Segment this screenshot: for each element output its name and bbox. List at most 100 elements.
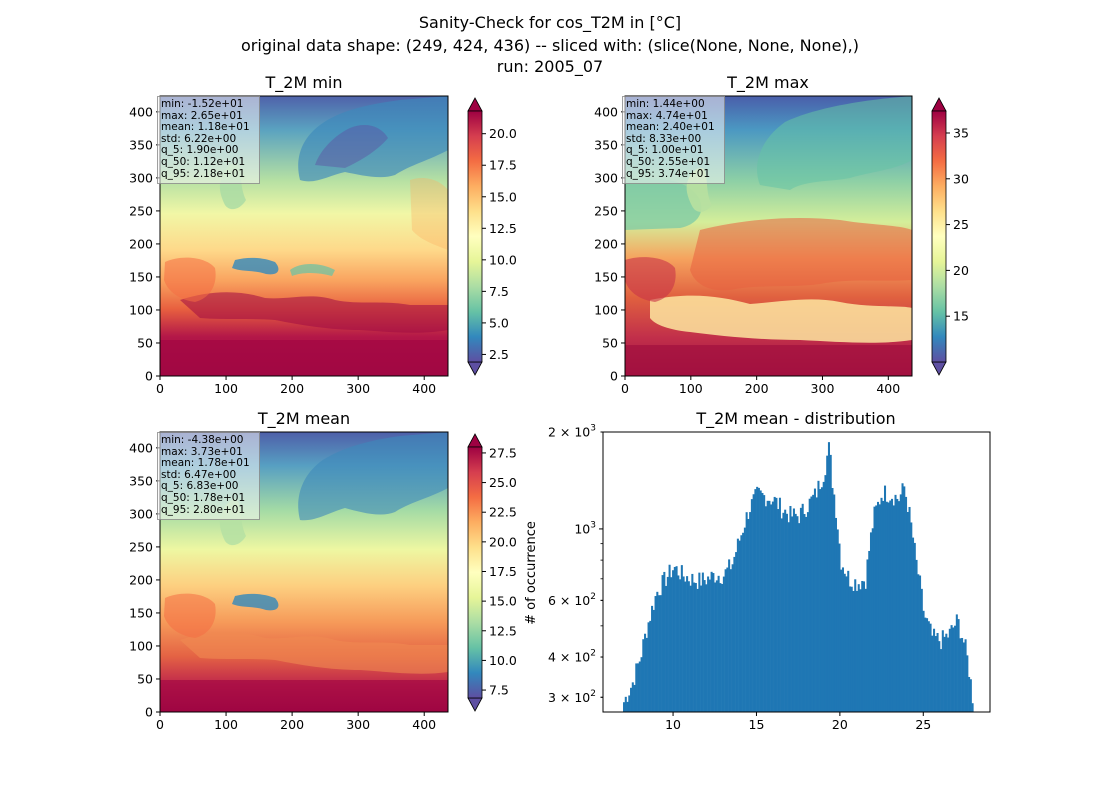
stat-line: mean: 2.40e+01	[626, 121, 715, 134]
x-tick-label: 400	[412, 381, 436, 396]
x-tick-label: 100	[214, 717, 238, 732]
histogram-bar	[656, 591, 659, 712]
histogram-bar	[873, 506, 876, 712]
stat-line: q_5: 1.90e+00	[161, 144, 239, 157]
histogram-bar	[710, 571, 713, 712]
y-tick-label: 400	[129, 440, 153, 455]
mediterranean-shape	[180, 292, 448, 333]
histogram-bar	[948, 628, 951, 712]
histogram-bar	[903, 486, 906, 712]
y-tick-label-times: × 10	[556, 650, 590, 665]
x-tick-label: 0	[156, 717, 164, 732]
histogram-bar	[798, 523, 801, 712]
y-tick-label: 350	[129, 137, 153, 152]
histogram-bar	[649, 620, 652, 712]
colorbar-tick-label: 27.5	[489, 445, 517, 460]
histogram-bar	[859, 589, 862, 712]
x-tick-label: 15	[749, 717, 765, 732]
histogram-bar	[665, 585, 668, 712]
panel-mean-colorbar-ticks: 7.5 10.0 12.5 15.0 17.5 20.0 22.5 25.0 27.5	[482, 445, 517, 698]
x-tick-label: 200	[280, 381, 304, 396]
histogram-bar	[945, 633, 948, 712]
histogram-bar	[843, 573, 846, 712]
panel-mean-colorbar: 7.5 10.0 12.5 15.0 17.5 20.0 22.5 25.0 27.5	[467, 433, 517, 712]
colorbar-tick-label: 5.0	[489, 315, 509, 330]
histogram-bar	[635, 663, 638, 712]
histogram-bar	[731, 564, 734, 712]
panel-mean-x-axis: 0 100 200 300 400	[156, 712, 436, 732]
histogram-bar	[700, 585, 703, 712]
y-tick-label-exponent: 3	[590, 520, 596, 530]
histogram-bar	[819, 489, 822, 712]
histogram-bar	[733, 556, 736, 712]
histogram-bar	[801, 503, 804, 712]
colorbar-tick-label: 15.0	[489, 594, 517, 609]
histogram-bar	[826, 455, 829, 712]
x-tick-label: 10	[665, 717, 681, 732]
histogram-bar	[763, 495, 766, 712]
panel-min-title: T_2M min	[264, 73, 342, 93]
y-tick-label: 4 × 102	[548, 649, 596, 665]
histogram-bar	[936, 632, 939, 712]
histogram-bar	[820, 487, 823, 712]
histogram-bar	[812, 494, 815, 712]
y-tick-label-exponent: 2	[590, 649, 596, 659]
histogram-bar	[673, 566, 676, 712]
histogram-bar	[777, 509, 780, 712]
histogram-bar	[703, 580, 706, 712]
stat-line: std: 6.47e+00	[161, 468, 237, 481]
y-tick-label: 300	[129, 506, 153, 521]
histogram-bar	[926, 618, 929, 712]
y-tick-label: 300	[594, 170, 618, 185]
stats-box-mean: min: -4.38e+00 max: 3.73e+01 mean: 1.78e…	[157, 432, 260, 520]
histogram-bar	[833, 494, 836, 712]
x-tick-label: 300	[346, 717, 370, 732]
panel-max: T_2M max 0 100 200 300 400 0 50 100 150 200 250 30…	[594, 73, 969, 396]
histogram-bar	[773, 496, 776, 712]
colorbar-tick-label: 25.0	[489, 475, 517, 490]
histogram-bar	[675, 566, 678, 712]
stat-line: min: 1.44e+00	[626, 98, 705, 110]
histogram-bar	[623, 702, 626, 712]
colorbar-tick-label: 20.0	[489, 534, 517, 549]
colorbar-tick-label: 15.0	[489, 189, 517, 204]
stats-box-min: min: -1.52e+01 max: 2.65e+01 mean: 1.18e…	[157, 96, 260, 184]
panel-min-y-axis: 0 50 100 150 200 250 300 350 400	[129, 104, 160, 384]
histogram-bar	[906, 512, 909, 712]
panel-max-colorbar-ticks: 15 20 25 30 35	[946, 125, 969, 324]
stat-line: q_95: 3.74e+01	[626, 167, 711, 180]
y-tick-label: 50	[137, 335, 153, 350]
histogram-title: T_2M mean - distribution	[695, 409, 895, 429]
histogram-bar	[719, 583, 722, 712]
histogram-bar	[871, 528, 874, 712]
histogram-bar	[892, 505, 895, 712]
histogram-bar	[955, 614, 958, 712]
histogram-bar	[736, 538, 739, 712]
histogram-bar	[883, 485, 887, 712]
histogram-bar	[810, 496, 813, 712]
histogram-bar	[803, 514, 806, 712]
histogram-bar	[954, 625, 957, 712]
histogram-bar	[940, 649, 943, 712]
panel-max-title: T_2M max	[726, 73, 809, 93]
histogram-bar	[961, 637, 964, 712]
panel-min-colorbar-ticks: 2.5 5.0 7.5 10.0 12.5 15.0 17.5 20.0	[482, 126, 517, 362]
histogram-bar	[852, 590, 855, 712]
histogram-bar	[806, 512, 809, 712]
histogram-bar	[896, 498, 899, 712]
colorbar-tick-label: 10.0	[489, 653, 517, 668]
histogram-bar	[682, 576, 685, 712]
histogram-bar	[677, 575, 680, 712]
histogram-bar	[855, 590, 859, 712]
y-tick-label-base: 10	[574, 521, 590, 536]
histogram-bar	[829, 454, 832, 712]
histogram-bar	[684, 581, 687, 712]
histogram-bar	[628, 695, 631, 712]
histogram-bar	[898, 501, 901, 712]
histogram-bar	[708, 579, 711, 712]
histogram-bar	[784, 509, 787, 712]
y-tick-label: 50	[137, 671, 153, 686]
histogram-bar	[915, 559, 918, 712]
histogram-bar	[687, 581, 690, 712]
